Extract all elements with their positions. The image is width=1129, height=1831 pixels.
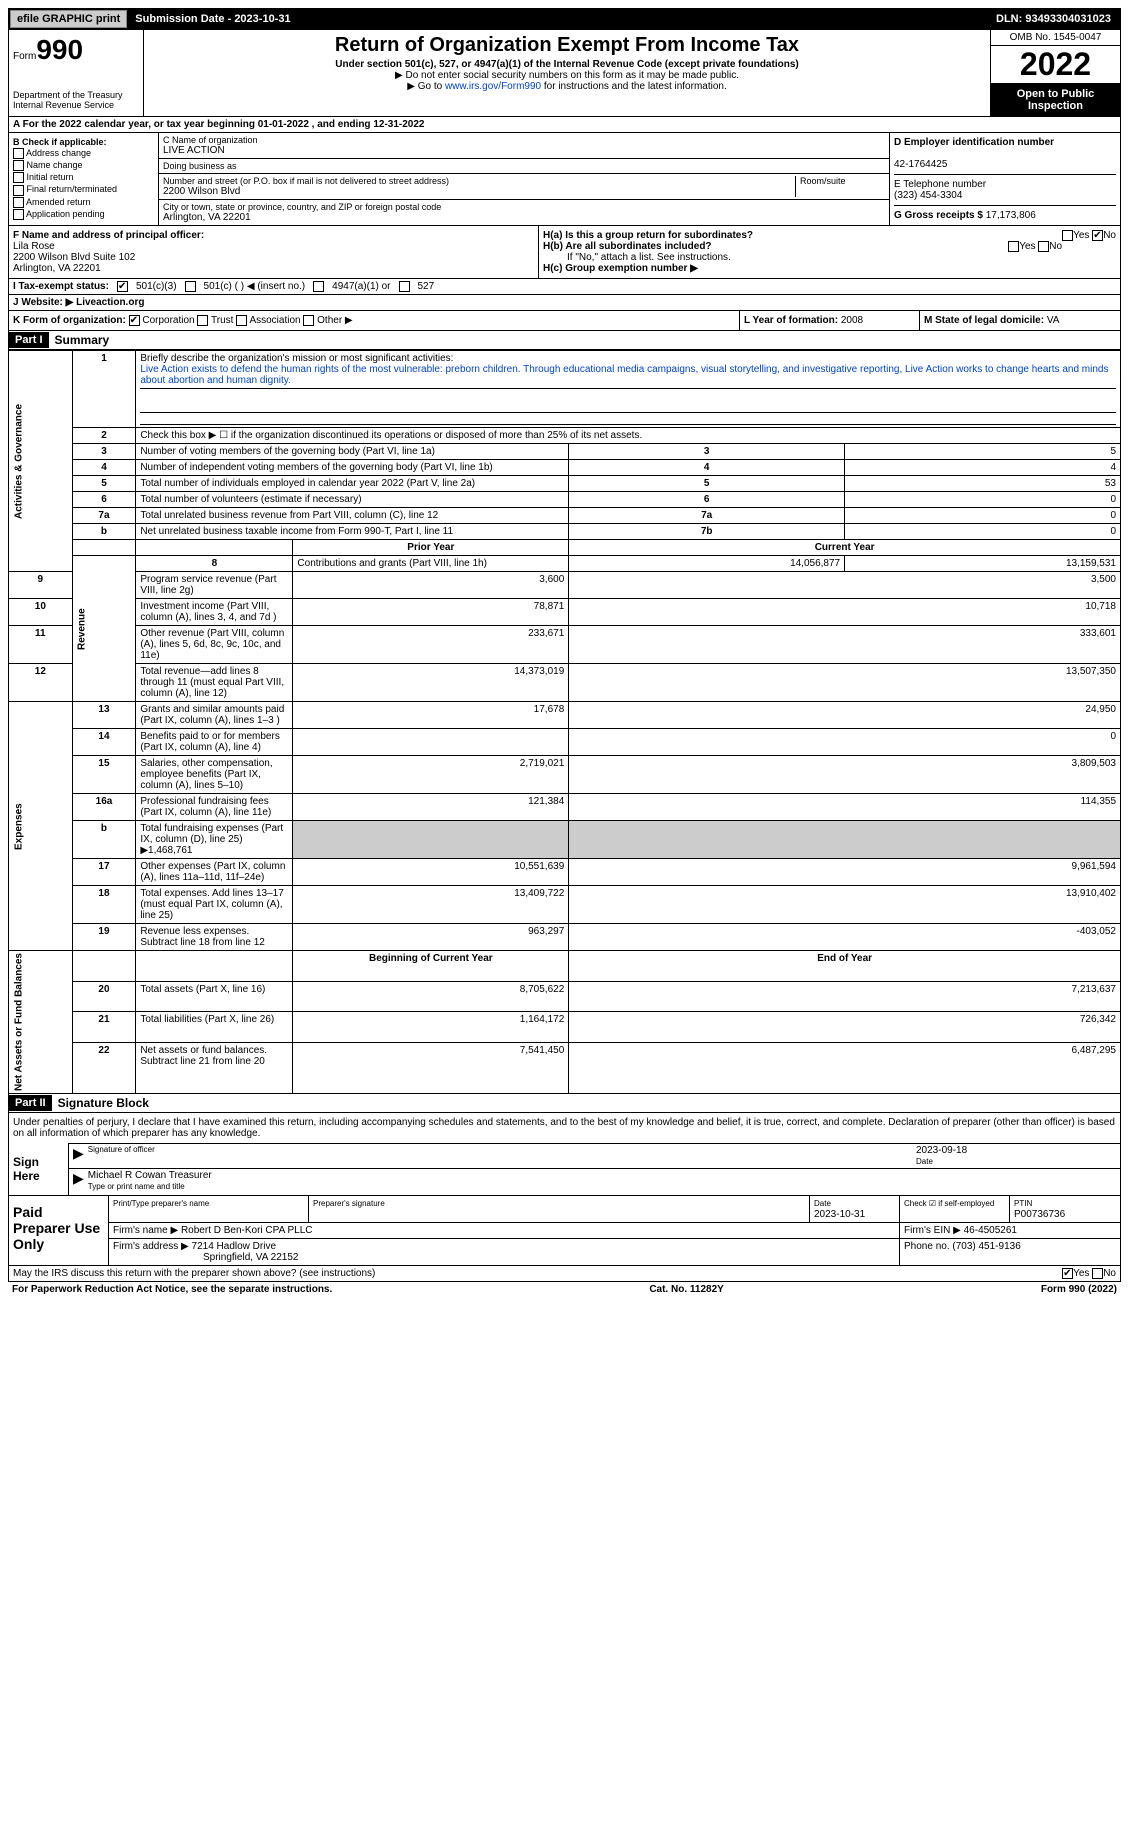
omb-number: OMB No. 1545-0047 xyxy=(991,30,1120,46)
ein: 42-1764425 xyxy=(894,159,947,170)
col-b: B Check if applicable: Address change Na… xyxy=(9,133,159,225)
table-row: 21Total liabilities (Part X, line 26)1,1… xyxy=(9,1012,1121,1043)
org-name: LIVE ACTION xyxy=(163,145,885,156)
side-expenses: Expenses xyxy=(9,702,73,951)
ssn-warning: ▶ Do not enter social security numbers o… xyxy=(148,70,986,81)
officer-label: F Name and address of principal officer: xyxy=(13,230,204,241)
dln: DLN: 93493304031023 xyxy=(996,13,1111,25)
table-row: 14Benefits paid to or for members (Part … xyxy=(9,729,1121,756)
table-row: bTotal fundraising expenses (Part IX, co… xyxy=(9,821,1121,859)
main-info: B Check if applicable: Address change Na… xyxy=(8,133,1121,226)
website-row: J Website: ▶ Liveaction.org xyxy=(8,295,1121,311)
goto-line: ▶ Go to www.irs.gov/Form990 for instruct… xyxy=(148,81,986,92)
tel-label: E Telephone number xyxy=(894,179,986,190)
table-row: 17Other expenses (Part IX, column (A), l… xyxy=(9,859,1121,886)
k-row: K Form of organization: Corporation Trus… xyxy=(8,311,1121,331)
dept-label: Department of the Treasury Internal Reve… xyxy=(13,90,139,110)
gross: 17,173,806 xyxy=(986,210,1036,221)
dba-label: Doing business as xyxy=(163,161,885,171)
city: Arlington, VA 22201 xyxy=(163,212,885,223)
topbar: efile GRAPHIC print Submission Date - 20… xyxy=(8,8,1121,30)
website-url: Liveaction.org xyxy=(76,297,144,308)
form-label: Form990 xyxy=(13,34,139,66)
signature-block: Under penalties of perjury, I declare th… xyxy=(8,1113,1121,1196)
table-row: 22Net assets or fund balances. Subtract … xyxy=(9,1042,1121,1094)
officer-addr1: 2200 Wilson Blvd Suite 102 xyxy=(13,252,135,263)
street: 2200 Wilson Blvd xyxy=(163,186,795,197)
officer-sig-name: Michael R Cowan Treasurer xyxy=(88,1170,212,1181)
tel: (323) 454-3304 xyxy=(894,190,962,201)
footer: For Paperwork Reduction Act Notice, see … xyxy=(8,1282,1121,1297)
officer-name: Lila Rose xyxy=(13,241,55,252)
open-inspection: Open to Public Inspection xyxy=(991,84,1120,116)
table-row: 15Salaries, other compensation, employee… xyxy=(9,756,1121,794)
mission-text: Live Action exists to defend the human r… xyxy=(140,364,1116,389)
table-row: 3Number of voting members of the governi… xyxy=(9,444,1121,460)
table-row: bNet unrelated business taxable income f… xyxy=(9,524,1121,540)
officer-row: F Name and address of principal officer:… xyxy=(8,226,1121,279)
form-subtitle: Under section 501(c), 527, or 4947(a)(1)… xyxy=(148,59,986,70)
col-d: D Employer identification number 42-1764… xyxy=(890,133,1120,225)
table-row: 5Total number of individuals employed in… xyxy=(9,476,1121,492)
officer-addr2: Arlington, VA 22201 xyxy=(13,263,101,274)
gross-label: G Gross receipts $ xyxy=(894,210,986,221)
city-label: City or town, state or province, country… xyxy=(163,202,885,212)
col-c: C Name of organization LIVE ACTION Doing… xyxy=(159,133,890,225)
table-row: 19Revenue less expenses. Subtract line 1… xyxy=(9,924,1121,951)
table-row: 6Total number of volunteers (estimate if… xyxy=(9,492,1121,508)
perjury-text: Under penalties of perjury, I declare th… xyxy=(9,1113,1120,1143)
table-row: 9Program service revenue (Part VIII, lin… xyxy=(9,572,1121,599)
side-revenue: Revenue xyxy=(72,556,136,702)
section-a: A For the 2022 calendar year, or tax yea… xyxy=(8,117,1121,133)
efile-button[interactable]: efile GRAPHIC print xyxy=(10,10,127,28)
tax-year: 2022 xyxy=(991,46,1120,84)
suite-label: Room/suite xyxy=(800,176,885,186)
org-name-label: C Name of organization xyxy=(163,135,885,145)
side-activities: Activities & Governance xyxy=(9,351,73,572)
form-title: Return of Organization Exempt From Incom… xyxy=(148,34,986,57)
table-row: 12Total revenue—add lines 8 through 11 (… xyxy=(9,664,1121,702)
side-net: Net Assets or Fund Balances xyxy=(9,951,73,1094)
table-row: 20Total assets (Part X, line 16)8,705,62… xyxy=(9,981,1121,1012)
street-label: Number and street (or P.O. box if mail i… xyxy=(163,176,795,186)
summary-table: Activities & Governance 1 Briefly descri… xyxy=(8,350,1121,1094)
table-row: 11Other revenue (Part VIII, column (A), … xyxy=(9,626,1121,664)
table-row: 7aTotal unrelated business revenue from … xyxy=(9,508,1121,524)
table-row: 10Investment income (Part VIII, column (… xyxy=(9,599,1121,626)
part1-header: Part I Summary xyxy=(8,331,1121,350)
table-row: 18Total expenses. Add lines 13–17 (must … xyxy=(9,886,1121,924)
irs-link[interactable]: www.irs.gov/Form990 xyxy=(445,81,541,92)
part2-header: Part II Signature Block xyxy=(8,1094,1121,1113)
header: Form990 Department of the Treasury Inter… xyxy=(8,30,1121,117)
tax-status-row: I Tax-exempt status: 501(c)(3) 501(c) ( … xyxy=(8,279,1121,295)
table-row: 4Number of independent voting members of… xyxy=(9,460,1121,476)
sign-here-label: Sign Here xyxy=(9,1143,69,1195)
discuss-row: May the IRS discuss this return with the… xyxy=(8,1266,1121,1282)
table-row: 16aProfessional fundraising fees (Part I… xyxy=(9,794,1121,821)
paid-preparer: Paid Preparer Use Only Print/Type prepar… xyxy=(8,1196,1121,1266)
ein-label: D Employer identification number xyxy=(894,137,1054,148)
submission-date: Submission Date - 2023-10-31 xyxy=(135,13,290,25)
paid-label: Paid Preparer Use Only xyxy=(9,1196,109,1265)
